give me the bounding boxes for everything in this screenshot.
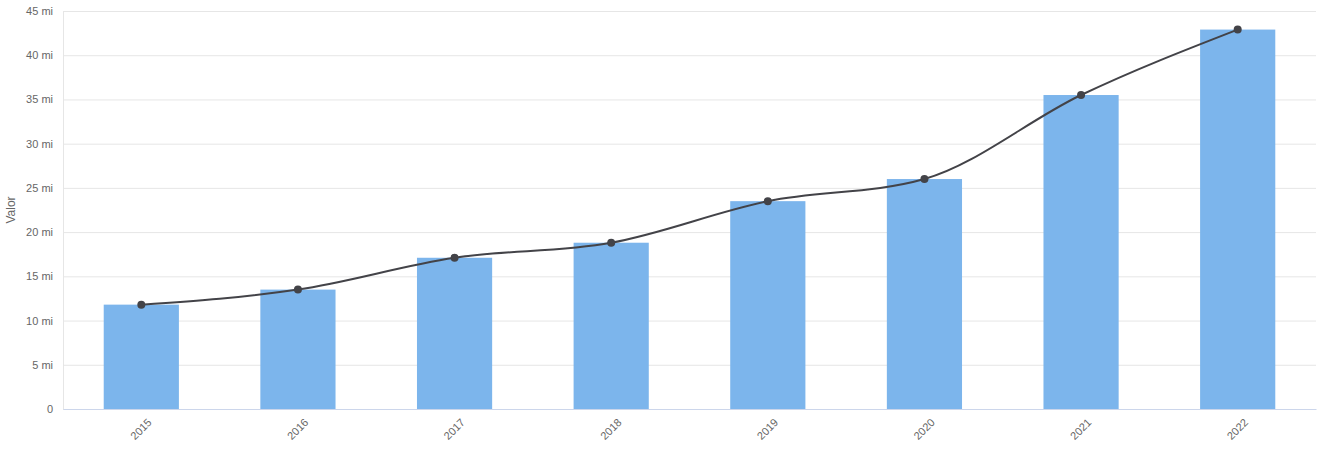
grid-line [63,99,1316,100]
y-tick: 30 mi [26,138,1316,150]
x-axis-line [64,409,1317,410]
marker [451,254,459,262]
x-tick-label: 2021 [1068,416,1094,442]
y-tick: 0 [47,403,1316,415]
x-tick: 2022 [1224,409,1250,442]
marker [1077,91,1085,99]
bar [574,243,649,409]
y-tick-label: 30 mi [26,138,53,150]
y-tick: 45 mi [26,5,1316,17]
chart: 0 5 mi 10 mi 15 mi 20 mi 25 mi 30 mi 35 mi 40 mi… [0,0,1322,462]
x-tick: 2016 [285,409,311,442]
grid-line [63,365,1316,366]
x-tick-label: 2019 [755,416,781,442]
x-axis: 2015 2016 2017 2018 2019 2020 2021 2022 [64,409,1317,442]
x-tick: 2021 [1068,409,1094,442]
grid-line [63,232,1316,233]
x-tick-label: 2016 [285,416,311,442]
y-tick: 35 mi [26,93,1316,105]
y-tick-label: 35 mi [26,93,53,105]
marker [1234,26,1242,34]
grid-line [63,55,1316,56]
marker [137,301,145,309]
marker [607,239,615,247]
y-tick-label: 20 mi [26,226,53,238]
y-tick-label: 5 mi [32,359,53,371]
y-tick: 5 mi [32,359,1316,371]
y-axis: 0 5 mi 10 mi 15 mi 20 mi 25 mi 30 mi 35 mi 40 mi… [26,5,1316,415]
grid-line [63,409,1316,410]
y-tick-label: 0 [47,403,53,415]
y-tick-label: 40 mi [26,49,53,61]
x-tick-label: 2020 [911,416,937,442]
x-tick: 2019 [755,409,781,442]
bar [417,258,492,409]
x-tick-label: 2017 [441,416,467,442]
line [141,30,1237,305]
x-tick: 2018 [598,409,624,442]
y-tick-label: 45 mi [26,5,53,17]
plot: 0 5 mi 10 mi 15 mi 20 mi 25 mi 30 mi 35 mi 40 mi… [26,5,1316,442]
marks [104,26,1276,409]
y-tick: 40 mi [26,49,1316,61]
grid-line [63,276,1316,277]
x-tick: 2015 [128,409,154,442]
grid-line [63,144,1316,145]
x-tick: 2020 [911,409,937,442]
marker [294,286,302,294]
y-tick: 15 mi [26,270,1316,282]
x-tick-label: 2015 [128,416,154,442]
y-axis-title: Valor [4,196,18,223]
y-tick: 10 mi [26,315,1316,327]
bar [1200,30,1275,409]
y-tick-label: 15 mi [26,270,53,282]
x-tick-label: 2022 [1224,416,1250,442]
bar [730,201,805,409]
y-tick-label: 25 mi [26,182,53,194]
marker [920,175,928,183]
bar-series [104,30,1276,409]
grid-line [63,321,1316,322]
marker [764,197,772,205]
bar [1043,95,1118,409]
grid-line [63,11,1316,12]
x-tick-label: 2018 [598,416,624,442]
y-tick-label: 10 mi [26,315,53,327]
bar [260,290,335,409]
y-axis-line [64,12,1317,410]
bar [104,305,179,409]
x-tick: 2017 [441,409,467,442]
y-tick: 25 mi [26,182,1316,194]
marker-series [137,26,1241,309]
grid-line [63,188,1316,189]
bar [887,179,962,409]
